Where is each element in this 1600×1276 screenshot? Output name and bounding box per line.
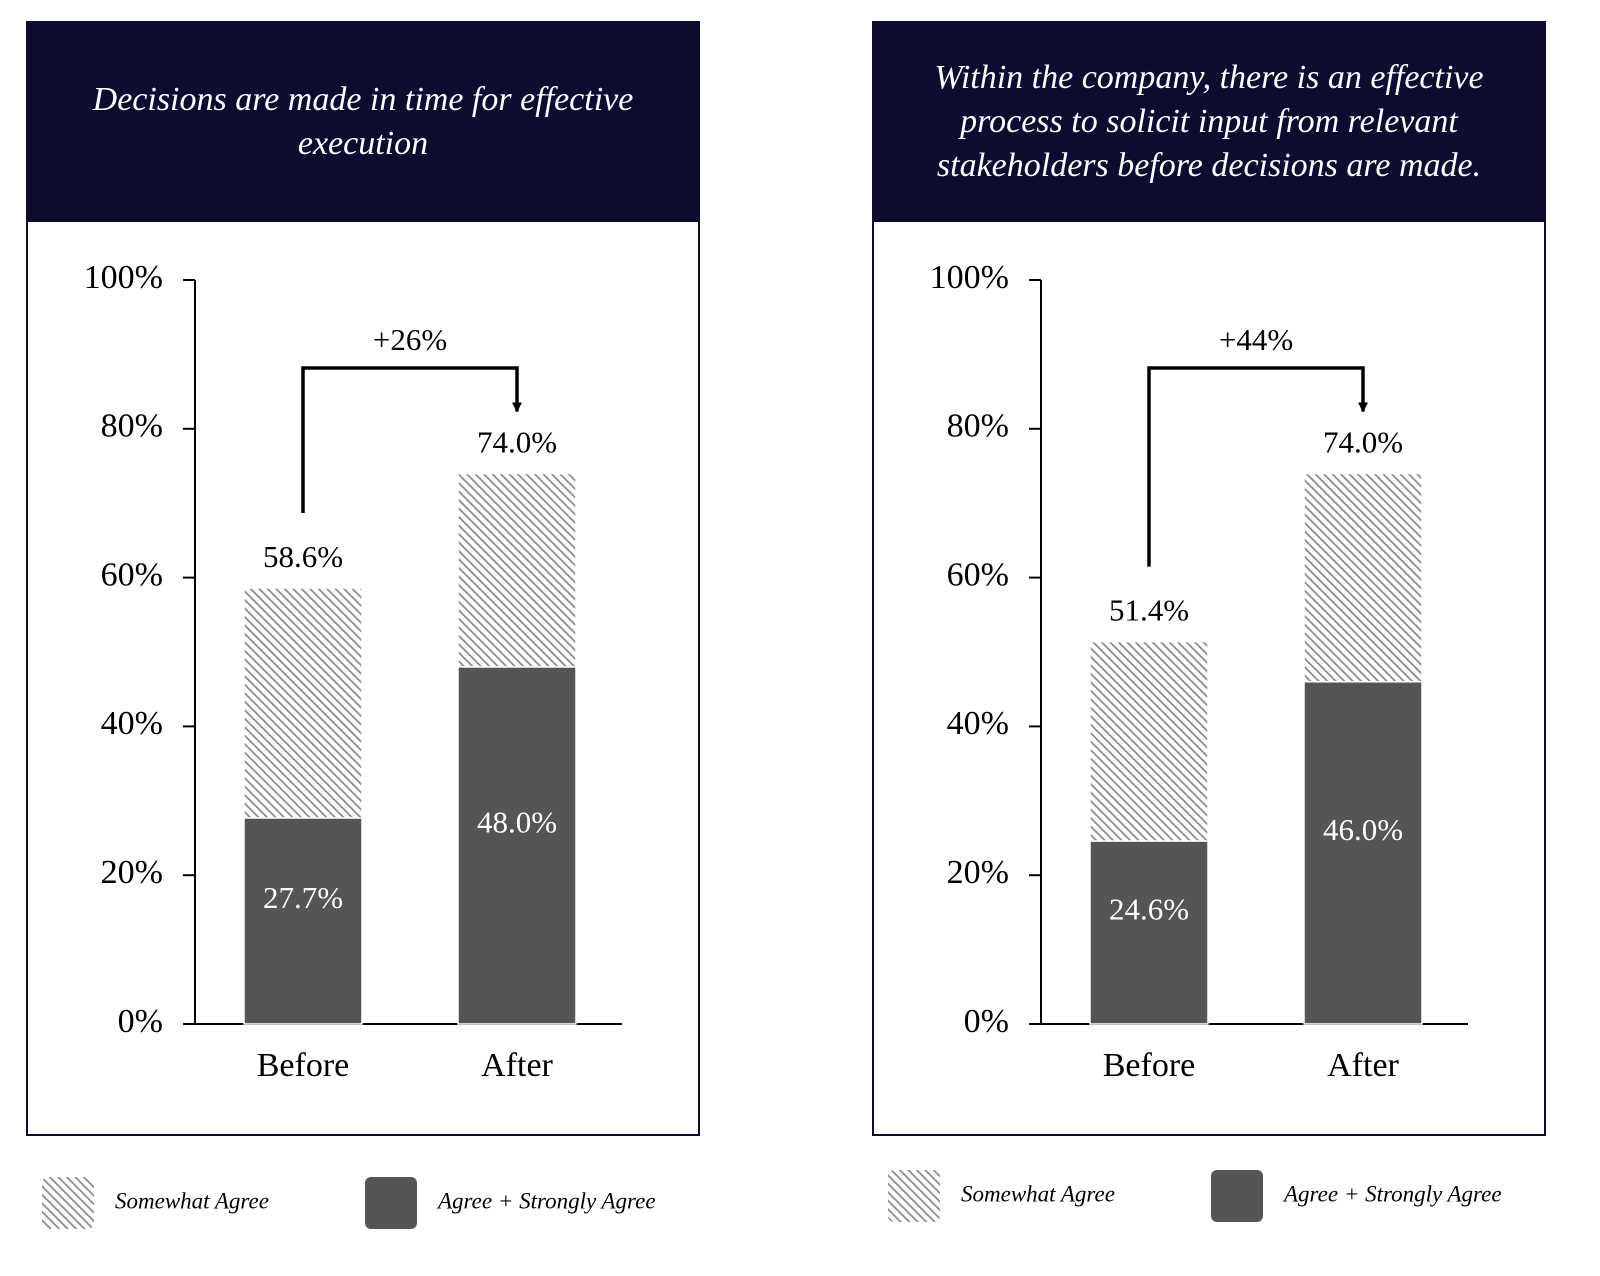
change-annotation: +26% xyxy=(373,322,447,357)
value-label: 24.6% xyxy=(1109,892,1189,927)
legend-label: Somewhat Agree xyxy=(961,1181,1115,1206)
legend-swatch xyxy=(888,1170,940,1222)
chart-panel: Decisions are made in time for effective… xyxy=(26,21,700,1229)
total-label: 58.6% xyxy=(263,539,343,574)
bar-segment xyxy=(243,817,363,1025)
bar-segment xyxy=(1089,640,1209,842)
total-label: 74.0% xyxy=(1323,425,1403,460)
y-tick-label: 0% xyxy=(964,1003,1009,1040)
legend-swatch xyxy=(365,1177,417,1229)
legend-label: Agree + Strongly Agree xyxy=(436,1188,656,1213)
x-tick-label: After xyxy=(1327,1047,1399,1084)
y-tick-label: 40% xyxy=(101,705,163,742)
y-tick-label: 100% xyxy=(930,259,1009,296)
bar-segment xyxy=(457,666,577,1025)
y-tick-label: 40% xyxy=(947,705,1009,742)
title-box: Within the company, there is an effectiv… xyxy=(934,59,1484,184)
title-banner xyxy=(873,22,1545,222)
bar-segment xyxy=(1303,472,1423,683)
y-tick-label: 80% xyxy=(101,408,163,445)
y-tick-label: 20% xyxy=(947,854,1009,891)
chart-panel: Within the company, there is an effectiv… xyxy=(872,21,1546,1222)
x-tick-label: Before xyxy=(257,1047,350,1084)
y-tick-label: 60% xyxy=(101,556,163,593)
y-tick-label: 80% xyxy=(947,408,1009,445)
x-tick-label: Before xyxy=(1103,1047,1196,1084)
change-bracket xyxy=(301,366,522,514)
legend-swatch xyxy=(42,1177,94,1229)
total-label: 74.0% xyxy=(477,425,557,460)
title-banner xyxy=(27,22,699,222)
change-bracket xyxy=(1147,366,1368,567)
title-box: Decisions are made in time for effective… xyxy=(92,81,634,162)
bar-segment xyxy=(457,472,577,668)
y-tick-label: 20% xyxy=(101,854,163,891)
value-label: 48.0% xyxy=(477,805,557,840)
total-label: 51.4% xyxy=(1109,593,1189,628)
bar-segment xyxy=(243,587,363,819)
legend-label: Somewhat Agree xyxy=(115,1188,269,1213)
chart-title: Decisions are made in time for effective… xyxy=(92,81,634,162)
y-tick-label: 60% xyxy=(947,556,1009,593)
value-label: 27.7% xyxy=(263,880,343,915)
bar-segment xyxy=(1303,681,1423,1025)
legend-swatch xyxy=(1211,1170,1263,1222)
y-tick-label: 0% xyxy=(118,1003,163,1040)
x-tick-label: After xyxy=(481,1047,553,1084)
value-label: 46.0% xyxy=(1323,812,1403,847)
change-annotation: +44% xyxy=(1219,322,1293,357)
legend-label: Agree + Strongly Agree xyxy=(1282,1181,1502,1206)
bar-segment xyxy=(1089,840,1209,1025)
y-tick-label: 100% xyxy=(84,259,163,296)
chart-title: Within the company, there is an effectiv… xyxy=(934,59,1484,184)
